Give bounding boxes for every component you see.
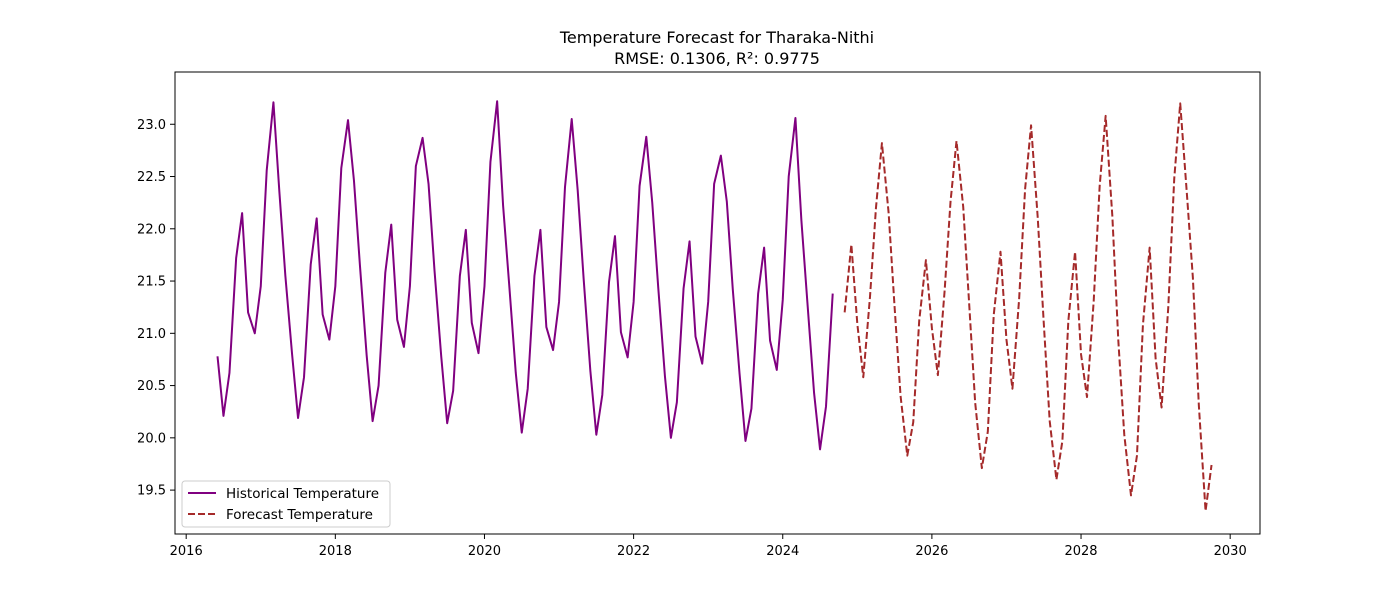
forecast-temperature-line — [843, 102, 1213, 512]
x-axis-ticks: 2016 2018 2020 2022 2024 2026 2028 2030 — [170, 534, 1247, 559]
y-tick-label: 20.5 — [137, 379, 166, 394]
x-tick-label: 2028 — [1064, 544, 1097, 559]
legend: Historical Temperature Forecast Temperat… — [181, 480, 391, 528]
chart-subtitle: RMSE: 0.1306, R²: 0.9775 — [614, 49, 820, 68]
x-tick-label: 2020 — [468, 544, 501, 559]
x-tick-label: 2016 — [170, 544, 203, 559]
y-tick-label: 21.0 — [137, 327, 166, 342]
y-tick-label: 21.5 — [137, 275, 166, 290]
x-tick-label: 2022 — [617, 544, 650, 559]
y-tick-label: 20.0 — [137, 431, 166, 446]
y-tick-label: 22.5 — [137, 170, 166, 185]
historical-temperature-line — [216, 100, 834, 451]
legend-box — [181, 480, 391, 528]
plot-lines — [216, 100, 1213, 512]
legend-forecast-label: Forecast Temperature — [226, 507, 373, 523]
chart-title: Temperature Forecast for Tharaka-Nithi — [559, 28, 874, 47]
x-tick-label: 2030 — [1214, 544, 1247, 559]
x-tick-label: 2018 — [319, 544, 352, 559]
x-tick-label: 2024 — [766, 544, 799, 559]
plot-frame — [174, 71, 1261, 535]
y-tick-label: 19.5 — [137, 484, 166, 499]
x-tick-label: 2026 — [915, 544, 948, 559]
y-tick-label: 22.0 — [137, 222, 166, 237]
y-tick-label: 23.0 — [137, 118, 166, 133]
y-axis-ticks: 19.5 20.0 20.5 21.0 21.5 22.0 22.5 23.0 — [137, 118, 175, 499]
legend-historical-label: Historical Temperature — [226, 486, 379, 502]
